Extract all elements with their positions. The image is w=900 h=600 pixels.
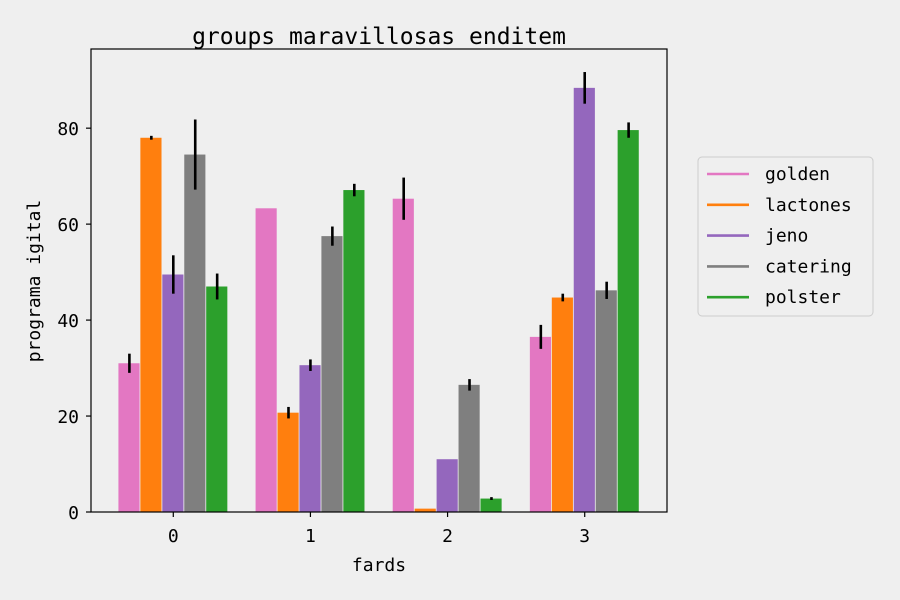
legend-box	[697, 156, 874, 317]
bar-polster-2	[480, 498, 502, 512]
bars-layer	[118, 87, 639, 513]
x-tick-label: 0	[168, 526, 179, 547]
x-tick-label: 3	[579, 526, 590, 547]
bar-jeno-3	[573, 87, 595, 513]
error-bars-layer	[128, 72, 630, 501]
bar-polster-1	[343, 190, 365, 512]
bar-polster-0	[206, 286, 228, 512]
x-axis-label: fards	[352, 555, 406, 576]
bar-catering-0	[184, 154, 206, 513]
y-tick-label: 20	[57, 407, 79, 428]
y-tick-label: 0	[68, 503, 79, 524]
bar-jeno-1	[299, 365, 321, 512]
bar-lactones-0	[140, 137, 162, 512]
bar-golden-0	[118, 363, 140, 512]
y-axis-label: programa igital	[24, 200, 45, 363]
plot-frame	[90, 48, 668, 513]
bar-catering-3	[595, 290, 617, 512]
bar-jeno-0	[162, 274, 184, 512]
bar-lactones-3	[551, 297, 573, 512]
y-axis-ticks: 0 20 40 60 80	[57, 119, 91, 524]
x-axis-ticks: 0 1 2 3	[168, 512, 590, 547]
y-tick-label: 40	[57, 311, 79, 332]
bar-catering-1	[321, 236, 343, 512]
legend-label-jeno: jeno	[765, 226, 808, 247]
bar-lactones-1	[277, 412, 299, 512]
legend-label-polster: polster	[765, 287, 841, 308]
bar-golden-1	[255, 208, 277, 513]
bar-lactones-2	[414, 508, 436, 512]
legend-label-lactones: lactones	[765, 195, 852, 216]
legend-label-golden: golden	[765, 164, 830, 185]
y-tick-label: 80	[57, 119, 79, 140]
bar-catering-2	[458, 384, 480, 512]
y-tick-label: 60	[57, 215, 79, 236]
x-tick-label: 2	[442, 526, 453, 547]
legend: golden lactones jeno catering polster	[697, 156, 874, 317]
legend-label-catering: catering	[765, 256, 852, 277]
x-tick-label: 1	[305, 526, 316, 547]
bar-golden-3	[529, 336, 551, 512]
bar-polster-3	[617, 130, 639, 512]
chart-title: groups maravillosas enditem	[192, 24, 566, 50]
bar-golden-2	[392, 198, 414, 512]
bar-jeno-2	[436, 459, 458, 512]
